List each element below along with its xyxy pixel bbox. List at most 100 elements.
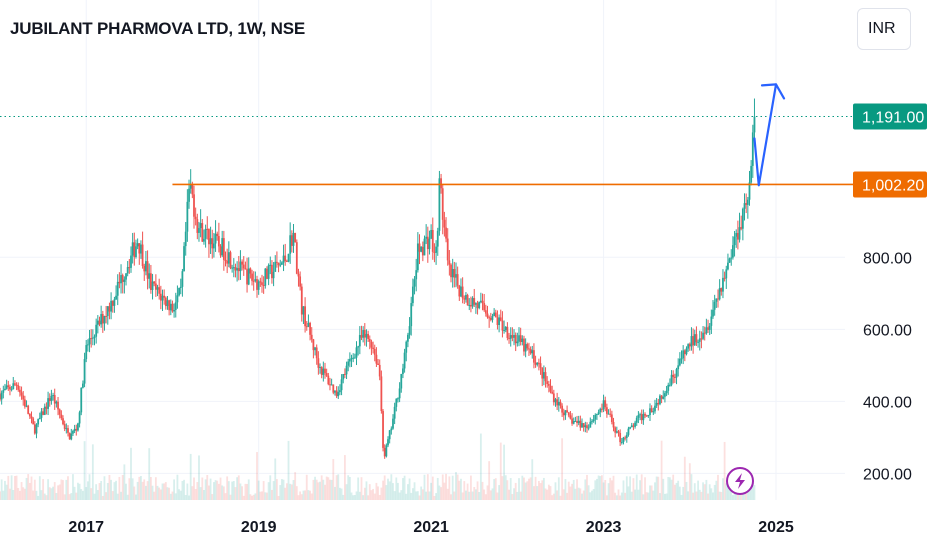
volume-bar: [503, 444, 505, 500]
volume-bar: [171, 491, 174, 500]
volume-bar: [229, 494, 232, 500]
candle-body: [130, 255, 132, 268]
candle-body: [340, 379, 343, 391]
candle-body: [387, 439, 389, 446]
volume-bar: [441, 474, 444, 500]
volume-bar: [266, 492, 268, 500]
volume-bar: [710, 488, 713, 500]
volume-bar: [566, 492, 568, 500]
volume-bar: [239, 483, 242, 500]
volume-bar: [700, 491, 703, 500]
candle-body: [120, 275, 122, 284]
candle-body: [607, 413, 610, 415]
volume-bar: [695, 491, 698, 500]
candle-body: [748, 182, 751, 200]
volume-bar: [0, 491, 1, 500]
volume-bar: [330, 479, 333, 500]
candle-body: [673, 376, 676, 378]
candle-body: [143, 265, 146, 272]
candle-body: [198, 228, 200, 233]
candle-body: [557, 401, 560, 406]
volume-bar: [547, 484, 550, 500]
volume-bar: [186, 483, 189, 500]
candle-body: [184, 231, 187, 247]
candle-body: [85, 345, 88, 360]
candle-body: [276, 261, 278, 263]
candle-body: [347, 361, 350, 366]
candle-body: [644, 413, 646, 416]
volume-bar: [302, 490, 305, 500]
volume-bar: [297, 495, 300, 500]
candle-body: [169, 303, 172, 311]
candle-body: [60, 414, 63, 419]
volume-bar: [579, 488, 582, 500]
candle-body: [62, 418, 64, 425]
volume-bar: [350, 492, 353, 500]
projection-arrow: [753, 83, 778, 187]
candle-body: [325, 373, 328, 376]
candle-body: [470, 305, 472, 307]
candle-body: [685, 348, 688, 355]
candle-body: [121, 275, 124, 282]
candle-body: [403, 352, 406, 369]
candle-body: [440, 178, 442, 189]
volume-bar: [156, 485, 159, 500]
volume-bar: [277, 495, 280, 500]
volume-bar: [511, 494, 514, 500]
candle-body: [471, 298, 474, 307]
volume-bar: [609, 477, 612, 500]
volume-bar: [662, 478, 665, 500]
candle-body: [48, 398, 51, 401]
candle-body: [164, 297, 167, 307]
volume-bar: [363, 487, 366, 500]
volume-bar: [685, 481, 688, 500]
volume-bar: [227, 481, 230, 500]
volume-bar: [667, 476, 670, 500]
volume-bar: [411, 488, 414, 500]
volume-bar: [466, 483, 469, 500]
volume-bar: [657, 476, 660, 500]
volume-bar: [55, 493, 58, 500]
volume-bar: [22, 487, 25, 500]
volume-bar: [67, 476, 69, 500]
x-tick-label: 2021: [413, 519, 449, 536]
candle-body: [730, 257, 733, 259]
candle-body: [667, 384, 670, 391]
candle-body: [657, 402, 660, 405]
volume-bar: [18, 490, 21, 500]
candle-body: [473, 298, 476, 305]
candle-body: [234, 267, 237, 271]
volume-bar: [383, 475, 386, 500]
candle-body: [539, 363, 542, 368]
candle-body: [151, 281, 154, 290]
volume-bar: [116, 493, 119, 500]
volume-bar: [339, 487, 341, 500]
volume-bar: [738, 493, 741, 500]
candle-body: [297, 273, 300, 277]
volume-bar: [607, 483, 610, 500]
volume-bar: [521, 475, 524, 500]
candle-body: [156, 287, 159, 290]
candle-body: [266, 268, 268, 279]
volume-bar: [375, 482, 378, 500]
volume-bar: [707, 493, 709, 500]
candle-body: [486, 313, 489, 318]
candle-body: [158, 287, 161, 294]
candle-body: [551, 391, 554, 394]
volume-bar: [370, 490, 373, 500]
volume-bar: [499, 442, 502, 500]
candle-body: [567, 412, 570, 416]
candle-body: [536, 362, 539, 365]
volume-bar: [673, 484, 676, 500]
candle-body: [329, 384, 331, 386]
candle-body: [732, 245, 734, 258]
candle-body: [718, 288, 721, 300]
volume-bar: [320, 475, 323, 500]
candle-body: [103, 315, 106, 324]
candle-body: [267, 265, 270, 279]
candle-body: [655, 402, 658, 406]
volume-bar: [654, 482, 656, 500]
currency-selector[interactable]: INR: [857, 8, 911, 50]
volume-bar: [572, 479, 575, 500]
